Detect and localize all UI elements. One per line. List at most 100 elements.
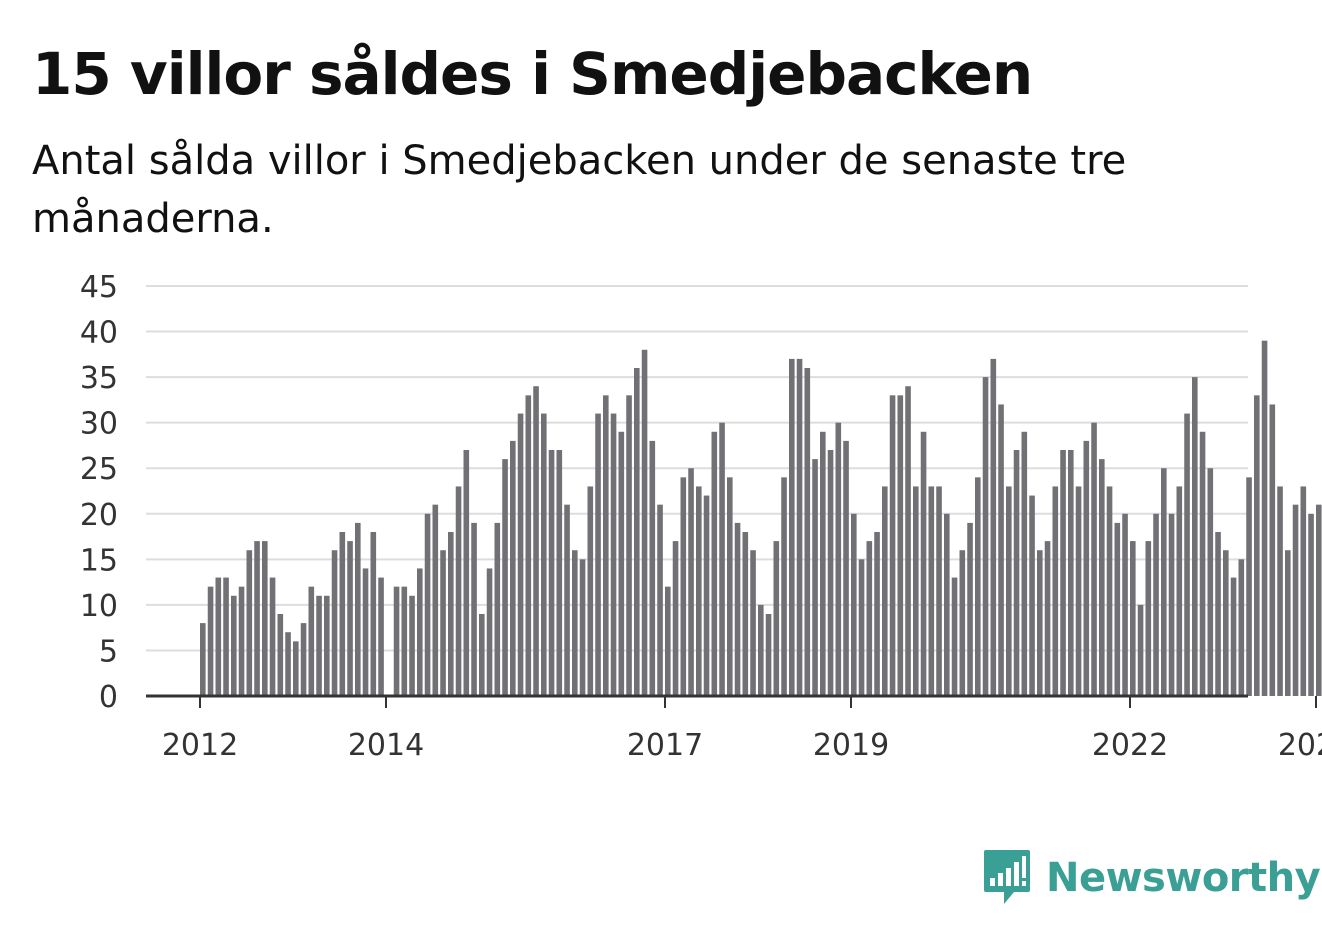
bar: [905, 386, 911, 696]
bar: [300, 623, 307, 696]
bar: [920, 431, 927, 696]
bar: [1068, 450, 1074, 696]
bar: [471, 522, 477, 696]
bar: [603, 395, 609, 696]
bar: [851, 513, 857, 696]
bar: [1044, 541, 1051, 696]
bar: [370, 532, 377, 696]
bar: [672, 541, 679, 696]
bar: [269, 577, 276, 696]
bar: [889, 395, 896, 696]
bar: [1269, 404, 1276, 696]
bar: [742, 532, 749, 696]
bar: [765, 614, 772, 696]
bar: [858, 559, 865, 696]
bar: [455, 486, 462, 696]
bar: [649, 440, 656, 696]
bar: [308, 586, 315, 696]
bar: [1021, 431, 1028, 696]
bar: [587, 486, 594, 696]
bar: [959, 550, 966, 696]
bar: [541, 413, 547, 696]
bar: [1153, 513, 1159, 696]
bar: [1060, 450, 1066, 696]
bar: [277, 614, 284, 696]
bar: [448, 532, 454, 696]
bar: [479, 614, 485, 696]
y-tick-label: 35: [80, 361, 118, 396]
bar: [378, 577, 384, 696]
x-tick-label: 2024: [1278, 728, 1322, 763]
bar: [789, 358, 795, 696]
bar: [657, 504, 663, 696]
bar: [1161, 468, 1167, 696]
brand-logo: Newsworthy: [982, 848, 1321, 908]
bar: [355, 522, 361, 696]
bar: [1199, 431, 1206, 696]
bar: [510, 440, 516, 696]
bar: [1223, 550, 1229, 696]
chart-title: 15 villor såldes i Smedjebacken: [32, 40, 1033, 108]
bar: [1316, 504, 1322, 696]
bar: [486, 568, 493, 696]
y-tick-label: 45: [80, 270, 118, 305]
bar: [1029, 495, 1035, 696]
bar: [564, 504, 570, 696]
bar: [324, 595, 330, 696]
bar: [634, 368, 640, 696]
bar: [1292, 504, 1299, 696]
bar: [200, 623, 206, 696]
bar: [432, 504, 439, 696]
y-tick-label: 30: [80, 407, 118, 442]
bar: [417, 568, 423, 696]
bar: [928, 486, 935, 696]
bar: [1254, 395, 1260, 696]
y-tick-label: 0: [99, 680, 118, 715]
bar: [548, 450, 555, 696]
bar: [1300, 486, 1307, 696]
bar: [533, 386, 539, 696]
bar: [331, 550, 338, 696]
bar: [1122, 513, 1128, 696]
bar: [696, 486, 702, 696]
bar: [758, 604, 764, 696]
bar: [975, 477, 981, 696]
bar: [781, 477, 787, 696]
bar: [362, 568, 369, 696]
bar: [626, 395, 632, 696]
x-tick-label: 2017: [627, 728, 703, 763]
bar: [1091, 422, 1097, 696]
bar: [1075, 486, 1082, 696]
bar: [1176, 486, 1183, 696]
bar: [1006, 486, 1012, 696]
bar: [641, 349, 648, 696]
bar: [238, 586, 245, 696]
bar: [1184, 413, 1190, 696]
bar: [734, 522, 741, 696]
bar: [1261, 340, 1268, 696]
bar: [347, 541, 353, 696]
x-tick-label: 2014: [348, 728, 424, 763]
bar: [897, 395, 904, 696]
bar: [393, 586, 400, 696]
bar: [525, 395, 532, 696]
bar: [246, 550, 253, 696]
bar: [998, 404, 1004, 696]
bar: [812, 459, 818, 696]
y-tick-label: 5: [99, 634, 118, 669]
bar: [1238, 559, 1245, 696]
bar: [440, 550, 446, 696]
bar: [719, 422, 725, 696]
bar: [215, 577, 222, 696]
bar: [990, 358, 997, 696]
bar: [1285, 550, 1291, 696]
bar: [835, 422, 842, 696]
bar: [1137, 604, 1144, 696]
bar: [1114, 522, 1121, 696]
bar: [820, 431, 826, 696]
bar: [316, 595, 322, 696]
bar: [285, 632, 291, 696]
bar: [262, 541, 268, 696]
bar: [727, 477, 733, 696]
